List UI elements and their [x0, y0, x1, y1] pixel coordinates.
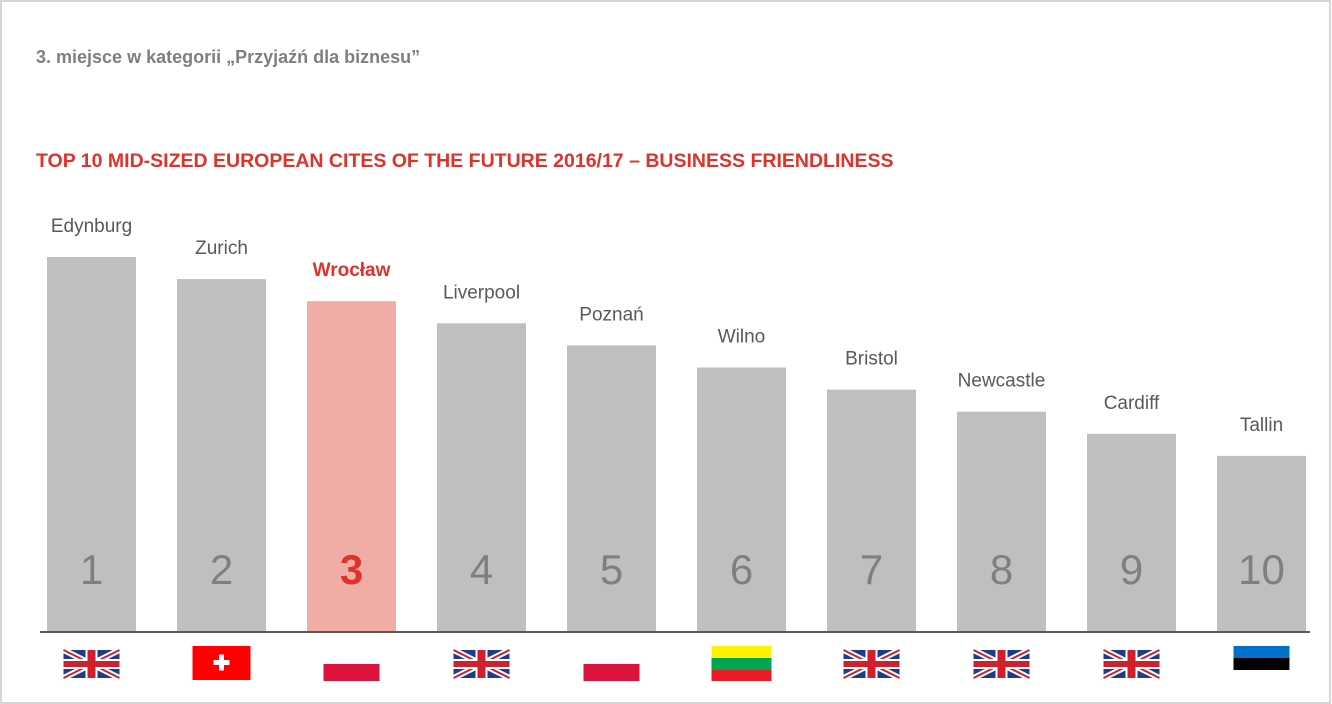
flag: [1233, 646, 1290, 658]
rank-label: 4: [470, 546, 493, 593]
bar: [827, 389, 916, 632]
chart-title: TOP 10 MID-SIZED EUROPEAN CITES OF THE F…: [36, 150, 893, 172]
city-label: Wilno: [718, 327, 766, 348]
city-label: Edynburg: [51, 216, 132, 237]
bar: [1217, 455, 1306, 632]
city-label: Liverpool: [443, 282, 520, 303]
flag: [711, 670, 772, 681]
rank-label: 3: [340, 546, 363, 593]
bar: [1087, 433, 1176, 632]
flag: [711, 646, 772, 658]
rank-label: 8: [990, 546, 1013, 593]
city-label: Newcastle: [958, 371, 1046, 392]
bar: [47, 257, 136, 632]
city-label: Wrocław: [313, 260, 391, 281]
bar: [697, 367, 786, 632]
flag: [1233, 658, 1290, 670]
bar: [567, 345, 656, 632]
city-label: Bristol: [845, 349, 898, 370]
flag: [867, 650, 876, 678]
city-label: Zurich: [195, 238, 248, 259]
city-label: Cardiff: [1104, 393, 1160, 414]
flag: [1127, 650, 1136, 678]
flag: [711, 658, 772, 670]
bar: [307, 301, 396, 632]
subtitle: 3. miejsce w kategorii „Przyjaźń dla biz…: [36, 47, 420, 67]
rank-label: 10: [1238, 546, 1285, 593]
flag: [87, 650, 96, 678]
rank-label: 9: [1120, 546, 1143, 593]
rank-label: 2: [210, 546, 233, 593]
flag: [997, 650, 1006, 678]
city-label: Tallin: [1240, 415, 1283, 436]
bar: [177, 279, 266, 632]
rank-label: 5: [600, 546, 623, 593]
rank-label: 6: [730, 546, 753, 593]
flag: [583, 664, 640, 681]
rank-label: 1: [80, 546, 103, 593]
flag: [323, 664, 380, 681]
bar: [957, 411, 1046, 632]
city-label: Poznań: [579, 304, 643, 325]
flag: [219, 654, 224, 671]
rank-label: 7: [860, 546, 883, 593]
flag: [477, 650, 486, 678]
bar: [437, 323, 526, 632]
